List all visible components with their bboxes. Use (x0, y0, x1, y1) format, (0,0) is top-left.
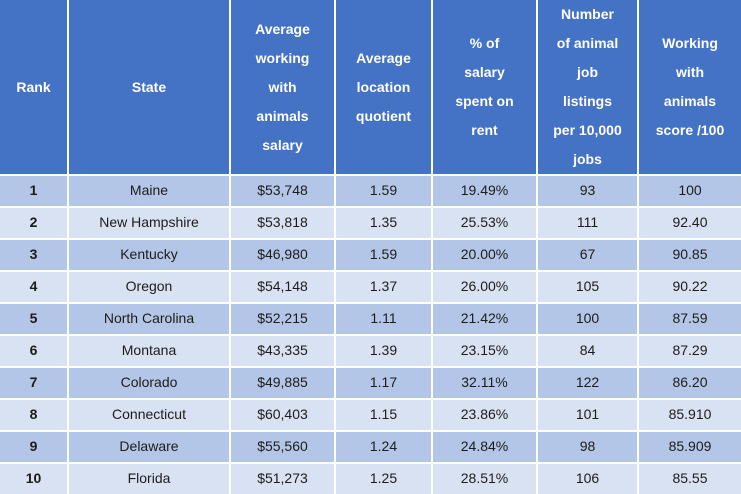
table-row: 10 Florida $51,273 1.25 28.51% 106 85.55 (0, 462, 741, 494)
cell-score: 85.55 (637, 462, 741, 494)
cell-rank: 4 (0, 270, 69, 304)
header-row: Rank State Average working with animals sa… (0, 0, 741, 176)
cell-listings: 100 (536, 302, 639, 336)
cell-score: 92.40 (637, 206, 741, 240)
cell-location-quotient: 1.37 (334, 270, 433, 304)
table-row: 9 Delaware $55,560 1.24 24.84% 98 85.909 (0, 430, 741, 464)
cell-rank: 5 (0, 302, 69, 336)
cell-listings: 111 (536, 206, 639, 240)
cell-salary: $53,818 (229, 206, 336, 240)
cell-rank: 8 (0, 398, 69, 432)
cell-salary: $49,885 (229, 366, 336, 400)
cell-score: 90.22 (637, 270, 741, 304)
column-header-listings: Number of animal job listings per 10,000… (536, 0, 639, 176)
cell-score: 100 (637, 174, 741, 208)
cell-rank: 1 (0, 174, 69, 208)
cell-rent-percent: 23.15% (431, 334, 538, 368)
table-body: 1 Maine $53,748 1.59 19.49% 93 100 2 New Hampshi… (0, 174, 741, 494)
cell-location-quotient: 1.59 (334, 238, 433, 272)
cell-salary: $52,215 (229, 302, 336, 336)
cell-state: New Hampshire (67, 206, 231, 240)
cell-rent-percent: 21.42% (431, 302, 538, 336)
cell-listings: 98 (536, 430, 639, 464)
cell-salary: $51,273 (229, 462, 336, 494)
table-row: 6 Montana $43,335 1.39 23.15% 84 87.29 (0, 334, 741, 368)
cell-location-quotient: 1.39 (334, 334, 433, 368)
cell-rent-percent: 19.49% (431, 174, 538, 208)
cell-rent-percent: 32.11% (431, 366, 538, 400)
cell-salary: $60,403 (229, 398, 336, 432)
cell-listings: 93 (536, 174, 639, 208)
cell-rent-percent: 26.00% (431, 270, 538, 304)
cell-listings: 84 (536, 334, 639, 368)
cell-rank: 6 (0, 334, 69, 368)
cell-score: 85.909 (637, 430, 741, 464)
table-row: 5 North Carolina $52,215 1.11 21.42% 100 87.59 (0, 302, 741, 336)
column-header-rent-percent: % of salary spent on rent (431, 0, 538, 176)
cell-location-quotient: 1.15 (334, 398, 433, 432)
cell-listings: 67 (536, 238, 639, 272)
cell-state: Colorado (67, 366, 231, 400)
cell-score: 87.59 (637, 302, 741, 336)
cell-listings: 101 (536, 398, 639, 432)
cell-rank: 3 (0, 238, 69, 272)
cell-salary: $54,148 (229, 270, 336, 304)
column-header-state: State (67, 0, 231, 176)
table-row: 1 Maine $53,748 1.59 19.49% 93 100 (0, 174, 741, 208)
cell-salary: $46,980 (229, 238, 336, 272)
cell-salary: $55,560 (229, 430, 336, 464)
table-row: 3 Kentucky $46,980 1.59 20.00% 67 90.85 (0, 238, 741, 272)
table-row: 7 Colorado $49,885 1.17 32.11% 122 86.20 (0, 366, 741, 400)
cell-rent-percent: 23.86% (431, 398, 538, 432)
cell-salary: $43,335 (229, 334, 336, 368)
cell-score: 90.85 (637, 238, 741, 272)
cell-state: Maine (67, 174, 231, 208)
cell-state: Delaware (67, 430, 231, 464)
cell-rent-percent: 28.51% (431, 462, 538, 494)
cell-state: Oregon (67, 270, 231, 304)
cell-listings: 122 (536, 366, 639, 400)
cell-location-quotient: 1.59 (334, 174, 433, 208)
cell-location-quotient: 1.35 (334, 206, 433, 240)
cell-state: Montana (67, 334, 231, 368)
cell-rank: 10 (0, 462, 69, 494)
cell-rank: 2 (0, 206, 69, 240)
column-header-rank: Rank (0, 0, 69, 176)
table-row: 8 Connecticut $60,403 1.15 23.86% 101 85.910 (0, 398, 741, 432)
cell-score: 85.910 (637, 398, 741, 432)
column-header-location-quotient: Average location quotient (334, 0, 433, 176)
cell-score: 87.29 (637, 334, 741, 368)
column-header-score: Working with animals score /100 (637, 0, 741, 176)
cell-location-quotient: 1.11 (334, 302, 433, 336)
column-header-salary: Average working with animals salary (229, 0, 336, 176)
cell-state: Connecticut (67, 398, 231, 432)
cell-score: 86.20 (637, 366, 741, 400)
cell-location-quotient: 1.25 (334, 462, 433, 494)
cell-location-quotient: 1.24 (334, 430, 433, 464)
cell-rank: 7 (0, 366, 69, 400)
cell-salary: $53,748 (229, 174, 336, 208)
cell-state: Florida (67, 462, 231, 494)
cell-state: North Carolina (67, 302, 231, 336)
cell-listings: 106 (536, 462, 639, 494)
cell-state: Kentucky (67, 238, 231, 272)
cell-rent-percent: 25.53% (431, 206, 538, 240)
cell-rent-percent: 20.00% (431, 238, 538, 272)
cell-listings: 105 (536, 270, 639, 304)
table-row: 2 New Hampshire $53,818 1.35 25.53% 111 92.40 (0, 206, 741, 240)
cell-location-quotient: 1.17 (334, 366, 433, 400)
cell-rank: 9 (0, 430, 69, 464)
cell-rent-percent: 24.84% (431, 430, 538, 464)
table-row: 4 Oregon $54,148 1.37 26.00% 105 90.22 (0, 270, 741, 304)
